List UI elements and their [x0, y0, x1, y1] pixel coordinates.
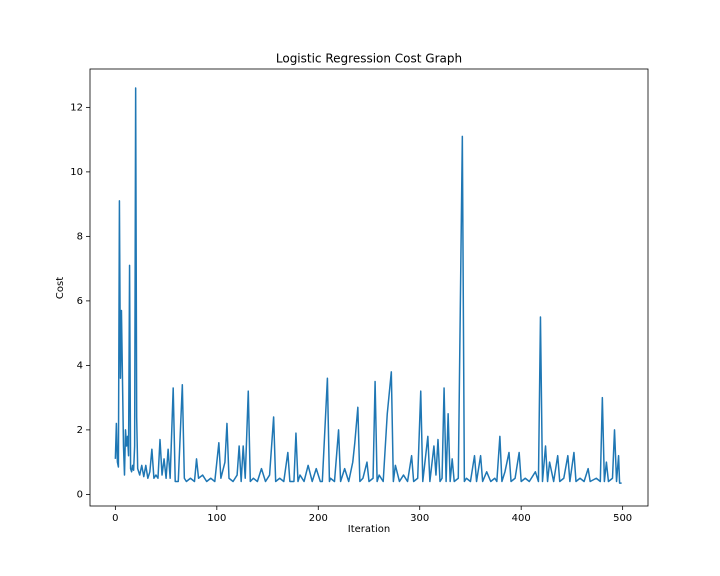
plot-frame: [89, 68, 649, 507]
y-tick-label: 6: [77, 296, 83, 307]
x-axis-label: Iteration: [348, 524, 390, 535]
y-axis-label: Cost: [55, 277, 66, 299]
x-tick-label: 500: [613, 513, 632, 524]
x-tick-label: 200: [309, 513, 328, 524]
x-tick-label: 100: [207, 513, 226, 524]
y-tick-label: 8: [77, 231, 83, 242]
y-tick-label: 2: [77, 425, 83, 436]
y-tick-label: 10: [70, 167, 83, 178]
chart-title: Logistic Regression Cost Graph: [276, 52, 462, 66]
cost-line: [114, 87, 622, 484]
x-tick-label: 300: [410, 513, 429, 524]
y-tick-label: 4: [77, 360, 83, 371]
y-tick-label: 0: [77, 489, 83, 500]
x-tick-label: 400: [512, 513, 531, 524]
x-tick-label: 0: [112, 513, 118, 524]
y-tick-label: 12: [70, 102, 83, 113]
